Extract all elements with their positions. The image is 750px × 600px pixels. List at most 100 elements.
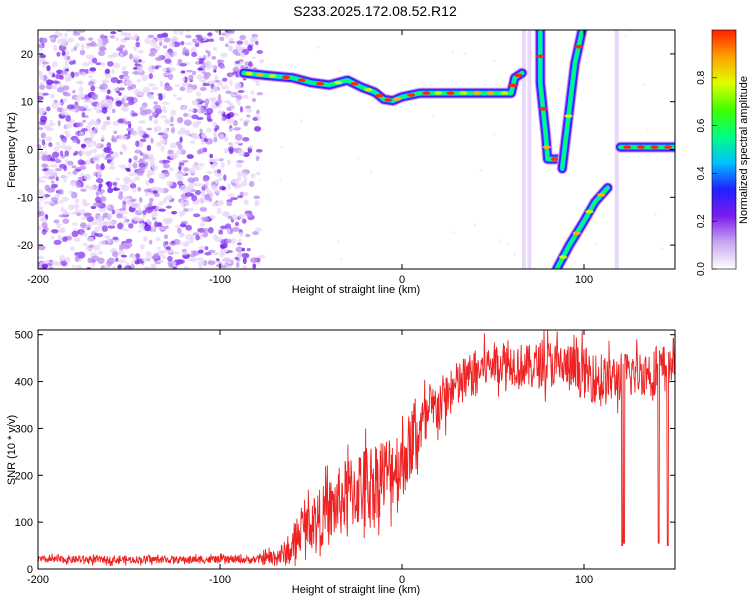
noise-speck [75, 42, 80, 48]
noise-speck [216, 200, 225, 206]
noise-speck [62, 139, 68, 143]
noise-speck [172, 261, 176, 267]
noise-speck [112, 236, 119, 241]
noise-speck [164, 225, 169, 229]
noise-speck [169, 142, 177, 149]
noise-speck [229, 80, 233, 86]
noise-speck [90, 85, 96, 92]
upper-branch-peak [539, 107, 548, 111]
noise-speck [211, 55, 217, 60]
noise-speck [192, 232, 200, 236]
noise-speck [178, 232, 185, 238]
noise-speck [102, 120, 111, 126]
noise-speck [40, 132, 46, 139]
noise-speck [202, 231, 209, 238]
noise-speck [58, 200, 64, 204]
noise-speck [44, 184, 50, 192]
noise-speck [133, 155, 138, 161]
noise-speck [131, 259, 136, 265]
noise-speck [174, 224, 180, 229]
noise-speck [241, 252, 249, 259]
noise-speck [90, 140, 97, 144]
noise-speck [112, 251, 119, 258]
noise-speck [178, 241, 183, 246]
noise-speck [227, 215, 233, 220]
noise-speck [121, 97, 125, 105]
noise-speck [135, 41, 141, 48]
noise-speck [181, 248, 187, 253]
noise-speck [68, 204, 75, 211]
noise-speck [228, 40, 236, 44]
snr-line-layer [38, 330, 675, 567]
noise-speck [251, 97, 257, 103]
noise-speck [219, 36, 225, 42]
noise-speck [492, 132, 496, 136]
noise-speck [107, 61, 114, 67]
noise-speck [154, 65, 160, 70]
noise-speck [53, 146, 60, 153]
noise-speck [46, 127, 54, 132]
noise-speck [155, 237, 161, 242]
noise-speck [59, 111, 68, 116]
noise-speck [199, 128, 203, 133]
noise-speck [216, 169, 222, 174]
noise-speck [45, 83, 53, 90]
noise-speck [180, 70, 186, 74]
noise-speck [188, 74, 194, 81]
noise-speck [158, 208, 166, 212]
noise-speck [146, 127, 153, 131]
noise-speck [242, 257, 247, 265]
noise-speck [107, 225, 116, 229]
noise-speck [108, 220, 117, 226]
noise-speck [210, 214, 216, 220]
noise-speck [161, 67, 168, 73]
colorbar-frame [711, 29, 737, 270]
noise-speck [95, 108, 101, 114]
noise-speck [225, 238, 232, 244]
noise-speck [78, 86, 84, 93]
colorbar: 0.0 0.2 0.4 0.6 0.8 Normalized spectral ampl… [696, 29, 750, 276]
noise-speck [39, 84, 46, 90]
noise-speck [72, 89, 76, 94]
noise-speck [158, 226, 166, 231]
noise-speck [431, 115, 435, 118]
noise-speck [158, 94, 163, 101]
noise-speck [105, 37, 109, 44]
noise-speck [100, 134, 105, 141]
noise-speck [451, 50, 455, 54]
colorbar-ticks: 0.0 0.2 0.4 0.6 0.8 [696, 70, 717, 276]
noise-speck [229, 238, 237, 244]
noise-speck [49, 119, 54, 126]
noise-speck [209, 191, 214, 198]
noise-speck [255, 80, 260, 87]
noise-speck [38, 225, 42, 231]
snr-panel: -200 -100 0 100 0 100 200 300 400 500 Height of s… [6, 329, 676, 596]
noise-speck [142, 86, 151, 94]
noise-speck [156, 259, 164, 263]
noise-speck [203, 138, 209, 142]
noise-speck [196, 37, 204, 41]
y-tick-label: 10 [21, 97, 33, 109]
noise-speck [127, 86, 133, 91]
noise-speck [91, 255, 100, 261]
noise-speck [159, 41, 163, 47]
noise-speck [153, 101, 158, 105]
noise-speck [151, 65, 155, 71]
noise-speck [57, 120, 61, 127]
noise-speck [210, 64, 215, 69]
noise-speck [238, 149, 245, 157]
noise-speck [513, 252, 516, 256]
noise-speck [234, 60, 241, 65]
noise-speck [110, 31, 117, 35]
noise-speck [214, 75, 219, 81]
noise-speck [70, 246, 75, 252]
noise-speck [155, 141, 162, 147]
noise-speck [233, 127, 241, 131]
noise-speck [217, 110, 224, 115]
noise-speck [61, 50, 66, 56]
noise-speck [50, 186, 56, 193]
noise-speck [107, 187, 114, 194]
noise-speck [129, 254, 137, 258]
noise-speck [101, 225, 109, 232]
noise-speck [129, 36, 137, 41]
